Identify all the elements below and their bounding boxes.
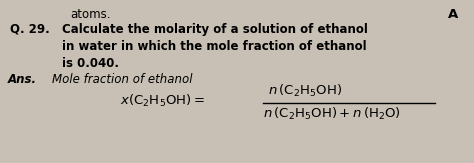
Text: A: A <box>448 8 458 21</box>
Text: in water in which the mole fraction of ethanol: in water in which the mole fraction of e… <box>62 40 366 53</box>
Text: Ans.: Ans. <box>8 73 37 86</box>
Text: Calculate the molarity of a solution of ethanol: Calculate the molarity of a solution of … <box>62 23 368 36</box>
Text: Mole fraction of ethanol: Mole fraction of ethanol <box>52 73 192 86</box>
Text: $n\,(\mathrm{C_2H_5OH})+n\,(\mathrm{H_2O})$: $n\,(\mathrm{C_2H_5OH})+n\,(\mathrm{H_2O… <box>263 106 401 122</box>
Text: Q. 29.: Q. 29. <box>10 23 50 36</box>
Text: $n\,(\mathrm{C_2H_5OH})$: $n\,(\mathrm{C_2H_5OH})$ <box>268 83 342 99</box>
Text: $x(\mathrm{C_2H_5OH}) =$: $x(\mathrm{C_2H_5OH}) =$ <box>120 93 205 109</box>
Text: atoms.: atoms. <box>70 8 110 21</box>
Text: is 0.040.: is 0.040. <box>62 57 119 70</box>
